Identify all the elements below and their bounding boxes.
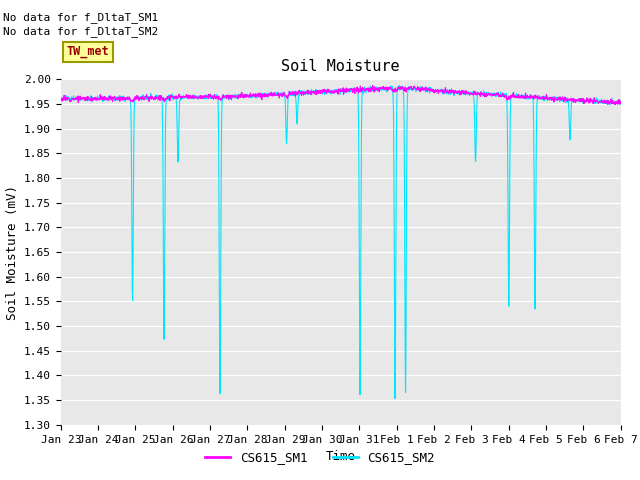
X-axis label: Time: Time	[326, 450, 356, 463]
Legend: CS615_SM1, CS615_SM2: CS615_SM1, CS615_SM2	[200, 446, 440, 469]
Text: No data for f_DltaT_SM2: No data for f_DltaT_SM2	[3, 26, 159, 37]
Text: No data for f_DltaT_SM1: No data for f_DltaT_SM1	[3, 12, 159, 23]
Y-axis label: Soil Moisture (mV): Soil Moisture (mV)	[6, 184, 19, 320]
Text: TW_met: TW_met	[67, 46, 109, 59]
Title: Soil Moisture: Soil Moisture	[282, 59, 400, 74]
